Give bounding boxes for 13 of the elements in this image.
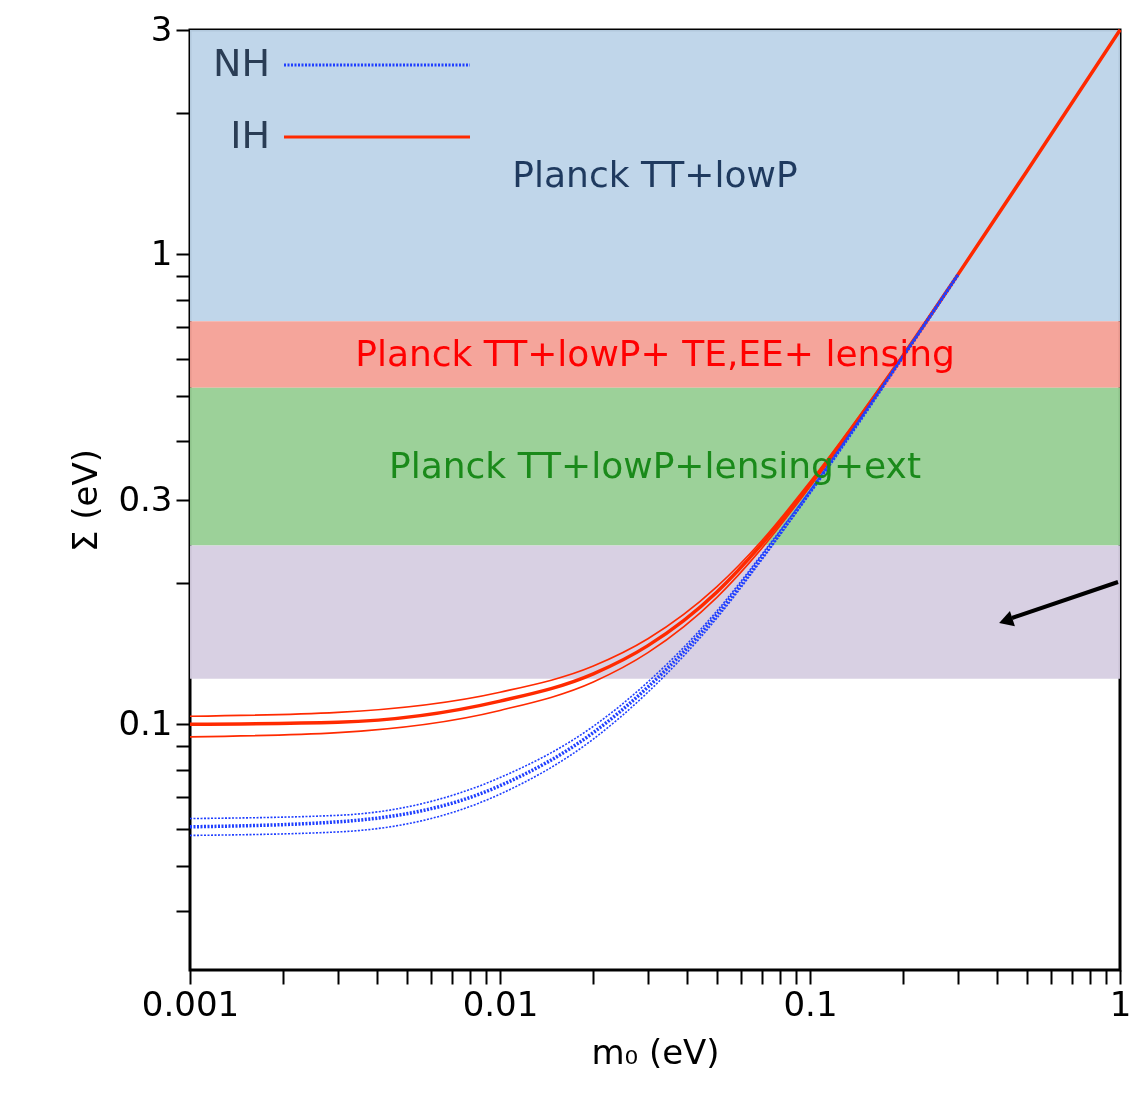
x-tick-label: 1 <box>1109 983 1132 1024</box>
y-tick-label: 1 <box>150 232 173 273</box>
legend-label: IH <box>230 113 270 157</box>
y-axis-title: Σ (eV) <box>65 449 106 552</box>
y-tick-label: 0.3 <box>118 478 173 519</box>
x-tick-label: 0.001 <box>141 983 240 1024</box>
band-label: Planck TT+lowP <box>512 153 798 195</box>
x-tick-label: 0.01 <box>462 983 539 1024</box>
x-tick-label: 0.1 <box>783 983 838 1024</box>
y-tick-label: 3 <box>150 8 173 49</box>
y-tick-label: 0.1 <box>118 702 173 743</box>
legend-label: NH <box>213 41 270 85</box>
x-axis-title: m₀ (eV) <box>591 1031 720 1072</box>
